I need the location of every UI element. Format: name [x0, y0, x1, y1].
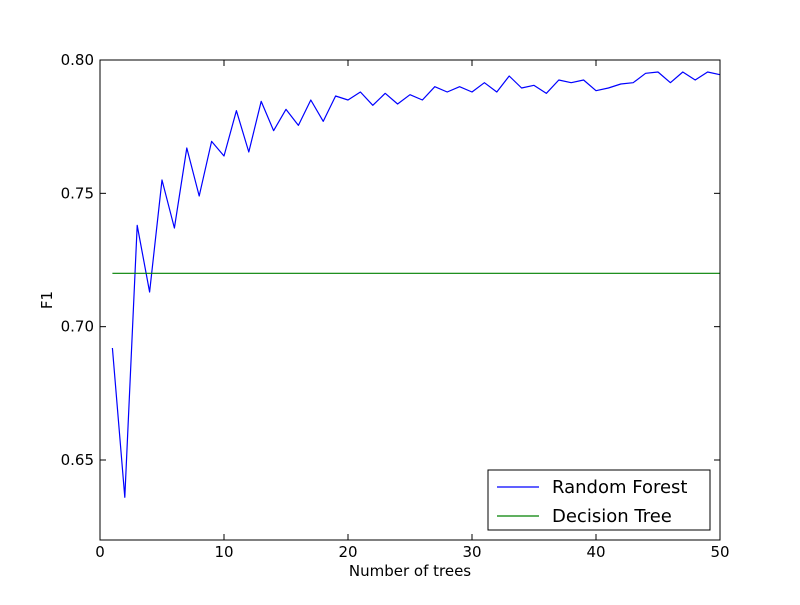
x-axis-label: Number of trees	[349, 562, 471, 580]
x-tick-label: 20	[338, 543, 357, 561]
tick-layer: 0 10 20 30 40 50 0.65 0.70 0.75 0.80	[61, 51, 730, 561]
legend-label-decision-tree: Decision Tree	[552, 506, 672, 527]
x-tick-label: 30	[462, 543, 481, 561]
plot-frame	[99, 59, 721, 541]
y-tick-label: 0.75	[61, 184, 94, 202]
x-tick-label: 0	[95, 543, 105, 561]
y-tick-label: 0.70	[61, 318, 94, 336]
legend: Random Forest Decision Tree	[487, 469, 711, 531]
x-tick-label: 40	[586, 543, 605, 561]
series-layer	[111, 71, 721, 498]
x-tick-label: 10	[214, 543, 233, 561]
series-line-random-forest	[111, 71, 721, 498]
legend-box	[487, 469, 711, 531]
legend-label-random-forest: Random Forest	[552, 477, 687, 498]
y-tick-label: 0.65	[61, 451, 94, 469]
x-tick-label: 50	[710, 543, 729, 561]
y-tick-label: 0.80	[61, 51, 94, 69]
y-axis-label: F1	[38, 291, 56, 309]
